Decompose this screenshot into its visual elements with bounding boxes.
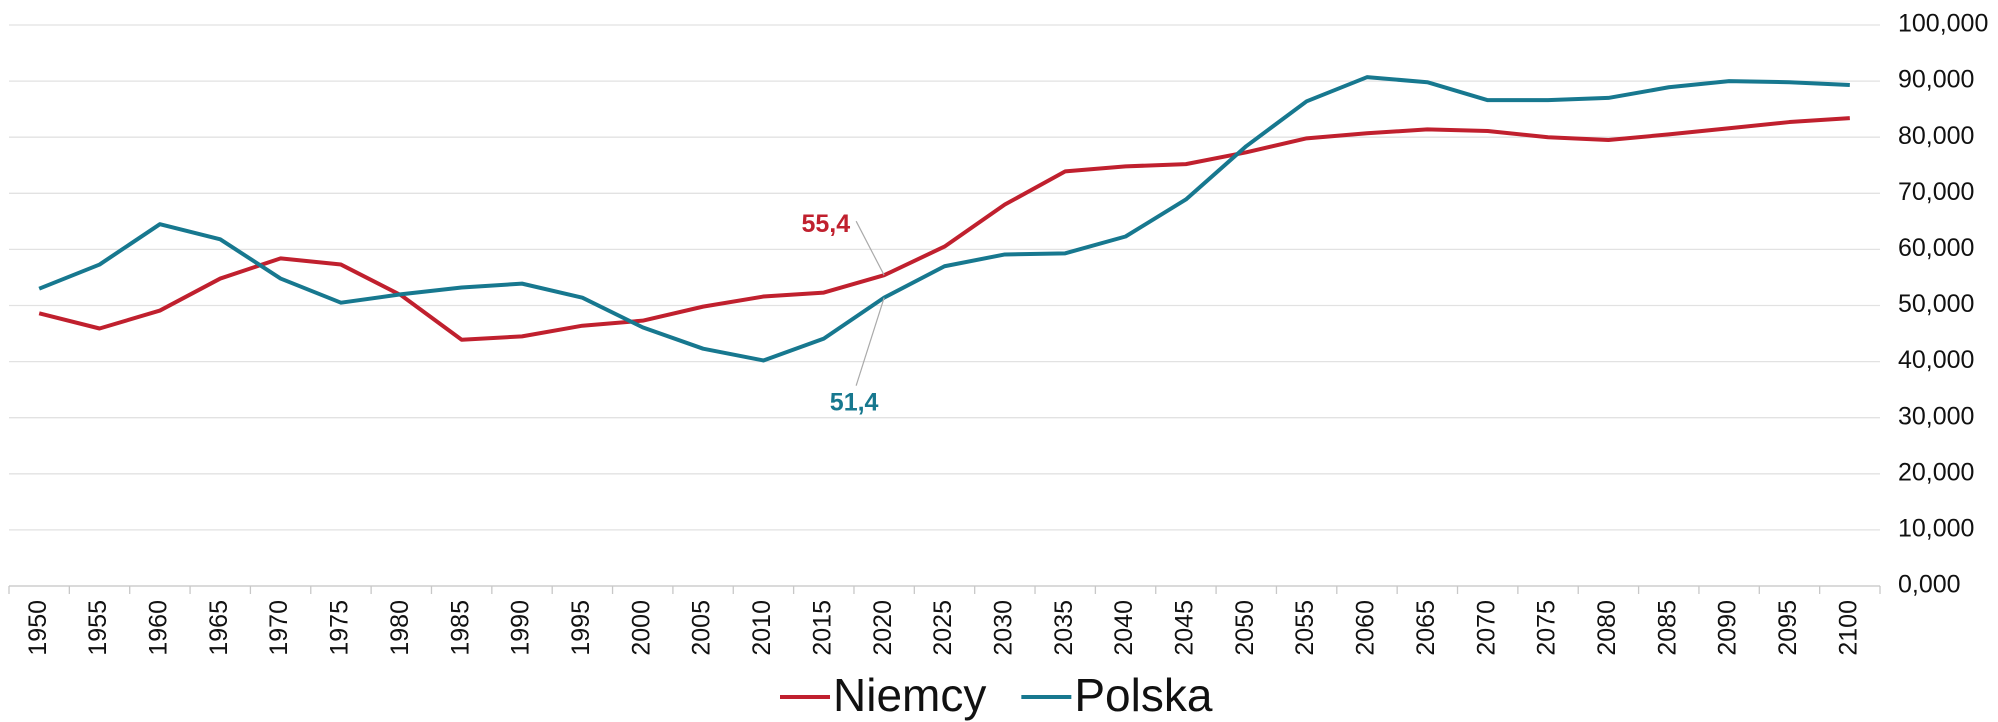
x-tick-label: 1965 xyxy=(205,600,233,656)
x-tick-label: 2085 xyxy=(1653,600,1681,656)
y-tick-label: 40,000 xyxy=(1898,346,1974,374)
data-label: 51,4 xyxy=(830,388,879,416)
y-tick-label: 100,000 xyxy=(1898,10,1988,38)
x-tick-label: 2050 xyxy=(1231,600,1259,656)
line-series xyxy=(38,116,1850,342)
y-tick-label: 10,000 xyxy=(1898,515,1974,543)
x-tick-label: 2005 xyxy=(688,600,716,656)
x-tick-label: 1990 xyxy=(507,600,535,656)
x-tick-label: 1955 xyxy=(84,600,112,656)
x-tick-label: 2020 xyxy=(869,600,897,656)
x-tick-label: 1950 xyxy=(24,600,52,656)
x-tick-label: 2025 xyxy=(929,600,957,656)
x-tick-label: 2100 xyxy=(1834,600,1862,656)
legend-label: Polska xyxy=(1074,669,1212,721)
x-tick-label: 1975 xyxy=(326,600,354,656)
x-tick-label: 1985 xyxy=(446,600,474,656)
y-tick-label: 50,000 xyxy=(1898,290,1974,318)
leader-line xyxy=(855,220,885,276)
x-tick-label: 2075 xyxy=(1533,600,1561,656)
leader-line xyxy=(855,297,885,386)
x-tick-label: 2060 xyxy=(1352,600,1380,656)
x-tick-label: 2070 xyxy=(1472,600,1500,656)
line-series xyxy=(38,75,1850,363)
x-tick-label: 2055 xyxy=(1291,600,1319,656)
y-tick-label: 80,000 xyxy=(1898,122,1974,150)
y-tick-label: 30,000 xyxy=(1898,402,1974,430)
x-tick-label: 2000 xyxy=(627,600,655,656)
x-tick-label: 2035 xyxy=(1050,600,1078,656)
x-tick-label: 2010 xyxy=(748,600,776,656)
x-tick-label: 1970 xyxy=(265,600,293,656)
x-tick-label: 2080 xyxy=(1593,600,1621,656)
y-tick-label: 60,000 xyxy=(1898,234,1974,262)
y-tick-label: 90,000 xyxy=(1898,66,1974,94)
x-tick-label: 2030 xyxy=(989,600,1017,656)
data-label: 55,4 xyxy=(801,210,850,238)
x-tick-label: 2045 xyxy=(1171,600,1199,656)
x-tick-label: 1980 xyxy=(386,600,414,656)
x-tick-label: 2040 xyxy=(1110,600,1138,656)
x-tick-label: 1960 xyxy=(144,600,172,656)
x-tick-label: 2090 xyxy=(1714,600,1742,656)
x-tick-label: 2095 xyxy=(1774,600,1802,656)
x-tick-label: 2015 xyxy=(808,600,836,656)
x-tick-label: 1995 xyxy=(567,600,595,656)
y-tick-label: 20,000 xyxy=(1898,458,1974,486)
x-tick-label: 2065 xyxy=(1412,600,1440,656)
y-tick-label: 0,000 xyxy=(1898,571,1961,599)
legend-label: Niemcy xyxy=(833,669,986,721)
y-tick-label: 70,000 xyxy=(1898,178,1974,206)
